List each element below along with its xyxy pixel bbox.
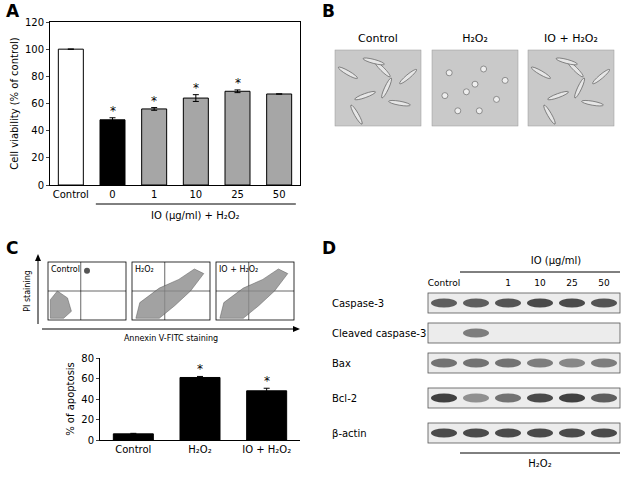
svg-text:60: 60 xyxy=(31,98,44,109)
svg-text:80: 80 xyxy=(31,71,44,82)
svg-text:H₂O₂: H₂O₂ xyxy=(462,32,488,45)
svg-text:IO + H₂O₂: IO + H₂O₂ xyxy=(219,265,258,274)
svg-text:40: 40 xyxy=(31,125,44,136)
svg-text:Bcl-2: Bcl-2 xyxy=(332,393,357,404)
svg-text:C: C xyxy=(6,238,18,258)
svg-text:Bax: Bax xyxy=(332,358,351,369)
svg-text:10: 10 xyxy=(534,278,546,288)
svg-text:120: 120 xyxy=(25,17,44,28)
svg-text:Control: Control xyxy=(428,278,461,288)
svg-text:0: 0 xyxy=(88,435,94,446)
svg-text:H₂O₂: H₂O₂ xyxy=(528,458,551,469)
svg-text:Control: Control xyxy=(51,265,80,274)
svg-text:Cell viability (% of control): Cell viability (% of control) xyxy=(9,37,20,169)
svg-text:*: * xyxy=(264,374,270,388)
svg-text:100: 100 xyxy=(25,44,44,55)
svg-text:10: 10 xyxy=(189,189,202,200)
svg-text:80: 80 xyxy=(81,353,94,364)
svg-text:*: * xyxy=(193,81,199,95)
svg-text:Annexin V-FITC staining: Annexin V-FITC staining xyxy=(124,334,218,343)
svg-text:*: * xyxy=(110,104,116,118)
svg-text:*: * xyxy=(197,362,203,376)
svg-text:20: 20 xyxy=(81,414,94,425)
svg-text:Control: Control xyxy=(53,189,89,200)
svg-text:Cleaved caspase-3: Cleaved caspase-3 xyxy=(332,328,426,339)
svg-text:H₂O₂: H₂O₂ xyxy=(135,265,154,274)
svg-text:25: 25 xyxy=(231,189,244,200)
svg-text:40: 40 xyxy=(81,394,94,405)
svg-text:50: 50 xyxy=(273,189,286,200)
svg-text:D: D xyxy=(322,238,336,258)
svg-text:*: * xyxy=(235,76,241,90)
svg-text:1: 1 xyxy=(505,278,511,288)
svg-text:25: 25 xyxy=(566,278,577,288)
svg-text:IO + H₂O₂: IO + H₂O₂ xyxy=(544,32,598,45)
svg-text:0: 0 xyxy=(109,189,115,200)
svg-text:% of apoptosis: % of apoptosis xyxy=(65,362,76,436)
svg-text:Control: Control xyxy=(358,32,398,45)
svg-text:β-actin: β-actin xyxy=(332,428,367,439)
svg-text:PI staining: PI staining xyxy=(23,270,32,312)
svg-text:*: * xyxy=(151,94,157,108)
svg-text:50: 50 xyxy=(598,278,610,288)
svg-text:Caspase-3: Caspase-3 xyxy=(332,298,384,309)
svg-text:60: 60 xyxy=(81,373,94,384)
svg-text:Control: Control xyxy=(115,444,151,455)
svg-text:IO + H₂O₂: IO + H₂O₂ xyxy=(242,444,291,455)
svg-text:B: B xyxy=(322,1,335,21)
svg-text:IO (μg/ml): IO (μg/ml) xyxy=(531,255,581,266)
svg-text:1: 1 xyxy=(151,189,157,200)
svg-text:IO (μg/ml) + H₂O₂: IO (μg/ml) + H₂O₂ xyxy=(151,210,240,221)
svg-text:A: A xyxy=(6,1,20,21)
svg-text:H₂O₂: H₂O₂ xyxy=(188,444,211,455)
svg-text:0: 0 xyxy=(38,180,44,191)
svg-text:20: 20 xyxy=(31,152,44,163)
